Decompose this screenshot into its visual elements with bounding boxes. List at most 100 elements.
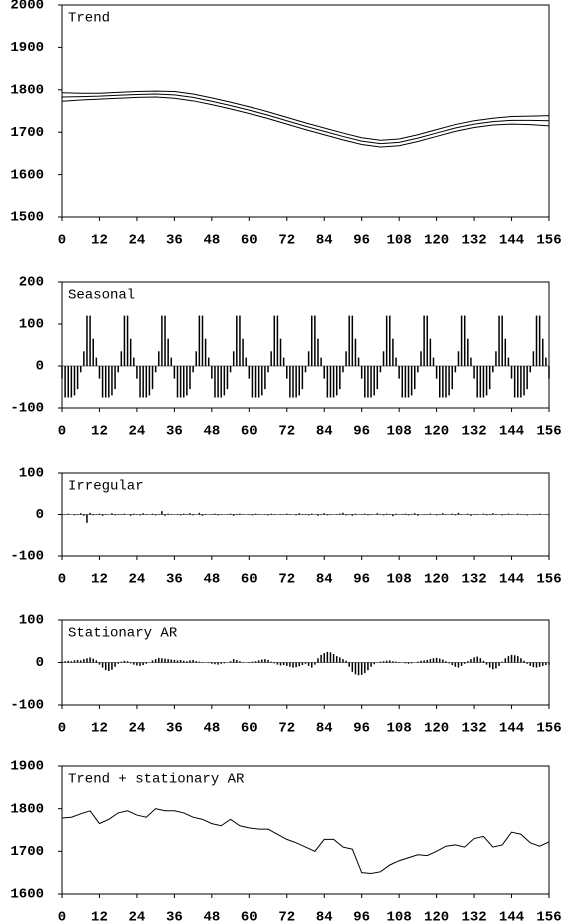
bar	[329, 652, 332, 663]
x-tick-label: 60	[241, 233, 258, 249]
bar	[261, 366, 263, 396]
bar	[523, 366, 525, 396]
bar	[142, 366, 144, 398]
bar	[133, 662, 135, 665]
bar	[376, 366, 379, 390]
bar	[148, 366, 151, 396]
bar	[520, 658, 522, 663]
bar	[139, 662, 141, 666]
bar	[161, 511, 163, 515]
bar	[545, 357, 547, 366]
x-tick-label: 84	[316, 233, 333, 249]
bar	[389, 315, 391, 366]
bar	[457, 662, 460, 668]
x-tick-label: 72	[278, 572, 295, 588]
bar	[176, 366, 179, 398]
bar	[264, 659, 266, 663]
bar	[339, 366, 341, 390]
x-tick-label: 132	[461, 910, 486, 924]
bar	[314, 662, 316, 665]
bar	[485, 514, 488, 516]
bar	[495, 351, 497, 366]
bar	[517, 656, 519, 663]
bar	[61, 366, 63, 379]
bar	[532, 662, 535, 668]
bar	[339, 657, 341, 663]
bar	[139, 366, 141, 398]
bar	[482, 366, 485, 398]
bar	[251, 514, 254, 516]
bar	[429, 659, 432, 663]
bar	[385, 660, 388, 663]
bar	[423, 315, 425, 366]
bar	[95, 660, 98, 663]
x-tick-label: 36	[166, 572, 183, 588]
x-tick-label: 108	[387, 572, 412, 588]
bar	[317, 338, 319, 366]
bar	[317, 658, 319, 663]
bar	[142, 662, 144, 666]
x-tick-label: 156	[536, 424, 561, 440]
bar	[335, 656, 338, 663]
bar	[354, 338, 357, 366]
bar	[189, 366, 191, 390]
plot-frame	[61, 4, 550, 218]
x-tick-label: 48	[203, 572, 220, 588]
bar	[326, 514, 329, 516]
x-tick-label: 108	[387, 910, 412, 924]
bar	[229, 513, 232, 515]
bar	[307, 662, 310, 666]
bar	[267, 366, 269, 373]
bar	[139, 514, 141, 516]
bar	[270, 513, 272, 515]
bar	[270, 661, 272, 663]
bar	[217, 514, 219, 516]
x-tick-label: 24	[129, 424, 146, 440]
x-tick-label: 12	[91, 721, 108, 737]
bar	[451, 513, 453, 515]
bar	[307, 514, 310, 516]
bar	[470, 659, 472, 663]
bar	[526, 662, 528, 664]
bar	[214, 513, 216, 515]
bar	[417, 366, 419, 373]
bar	[326, 651, 329, 663]
bar	[170, 659, 173, 663]
bar	[173, 366, 176, 379]
x-tick-label: 144	[499, 910, 524, 924]
bar	[314, 315, 316, 366]
bar	[417, 661, 419, 663]
bar	[351, 662, 354, 672]
panel-title: Trend + stationary AR	[68, 772, 245, 788]
bar	[92, 514, 94, 516]
bar	[86, 315, 88, 366]
bar	[179, 659, 182, 663]
bar	[345, 660, 347, 663]
y-tick-label: 0	[36, 507, 44, 523]
y-tick-label: -100	[10, 549, 44, 565]
x-tick-label: 96	[353, 572, 370, 588]
bar	[407, 662, 410, 664]
x-tick-label: 132	[461, 233, 486, 249]
bar	[223, 366, 226, 396]
bar	[198, 315, 201, 366]
bar	[492, 662, 494, 670]
bar	[67, 660, 69, 663]
bar	[76, 366, 79, 390]
bar	[454, 366, 457, 373]
bar	[435, 657, 438, 663]
bar	[223, 662, 226, 664]
bar	[482, 513, 485, 515]
bar	[217, 366, 219, 398]
bar	[95, 357, 98, 366]
x-tick-label: 120	[424, 233, 449, 249]
bar	[310, 662, 313, 668]
bar	[479, 658, 482, 663]
bar	[136, 662, 138, 666]
bar	[426, 315, 428, 366]
bar	[445, 661, 447, 663]
bar	[89, 657, 91, 663]
bar	[161, 658, 163, 663]
y-tick-label: 2000	[10, 0, 44, 14]
bar	[276, 315, 279, 366]
